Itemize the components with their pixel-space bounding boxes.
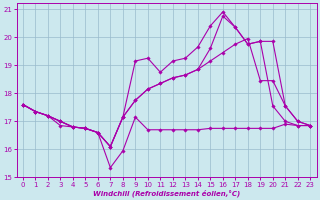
X-axis label: Windchill (Refroidissement éolien,°C): Windchill (Refroidissement éolien,°C) — [93, 189, 240, 197]
